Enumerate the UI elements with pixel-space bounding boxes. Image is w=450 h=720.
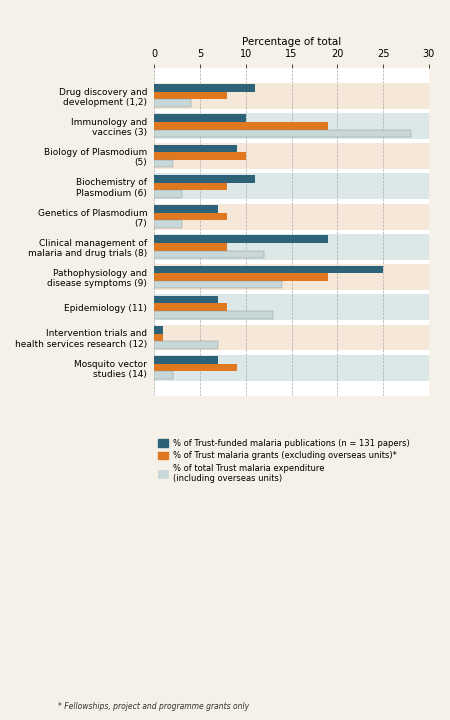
Bar [154,190,182,198]
Bar [154,243,227,251]
X-axis label: Percentage of total: Percentage of total [242,37,341,47]
Bar [154,355,429,381]
Bar [154,205,218,212]
Bar [154,311,273,319]
Bar [154,212,227,220]
Bar [154,364,237,372]
Bar [154,341,218,349]
Bar [154,99,191,107]
Bar [154,333,163,341]
Bar [154,183,227,190]
Bar [154,266,383,273]
Bar [154,143,429,169]
Bar [154,220,182,228]
Bar [154,356,218,364]
Bar [154,325,429,351]
Bar [154,372,172,379]
Bar [154,326,163,333]
Bar [154,264,429,290]
Bar [154,175,255,183]
Bar [154,113,429,139]
Bar [154,273,328,281]
Text: * Fellowships, project and programme grants only: * Fellowships, project and programme gra… [58,702,250,711]
Bar [154,235,328,243]
Bar [154,130,410,138]
Bar [154,251,264,258]
Bar [154,234,429,260]
Bar [154,153,246,160]
Bar [154,204,429,230]
Bar [154,92,227,99]
Bar [154,294,429,320]
Bar [154,114,246,122]
Bar [154,160,172,168]
Bar [154,145,237,153]
Legend: % of Trust-funded malaria publications (n = 131 papers), % of Trust malaria gran: % of Trust-funded malaria publications (… [158,439,410,483]
Bar [154,84,255,92]
Bar [154,83,429,109]
Bar [154,296,218,303]
Bar [154,281,283,289]
Bar [154,122,328,130]
Bar [154,303,227,311]
Bar [154,174,429,199]
